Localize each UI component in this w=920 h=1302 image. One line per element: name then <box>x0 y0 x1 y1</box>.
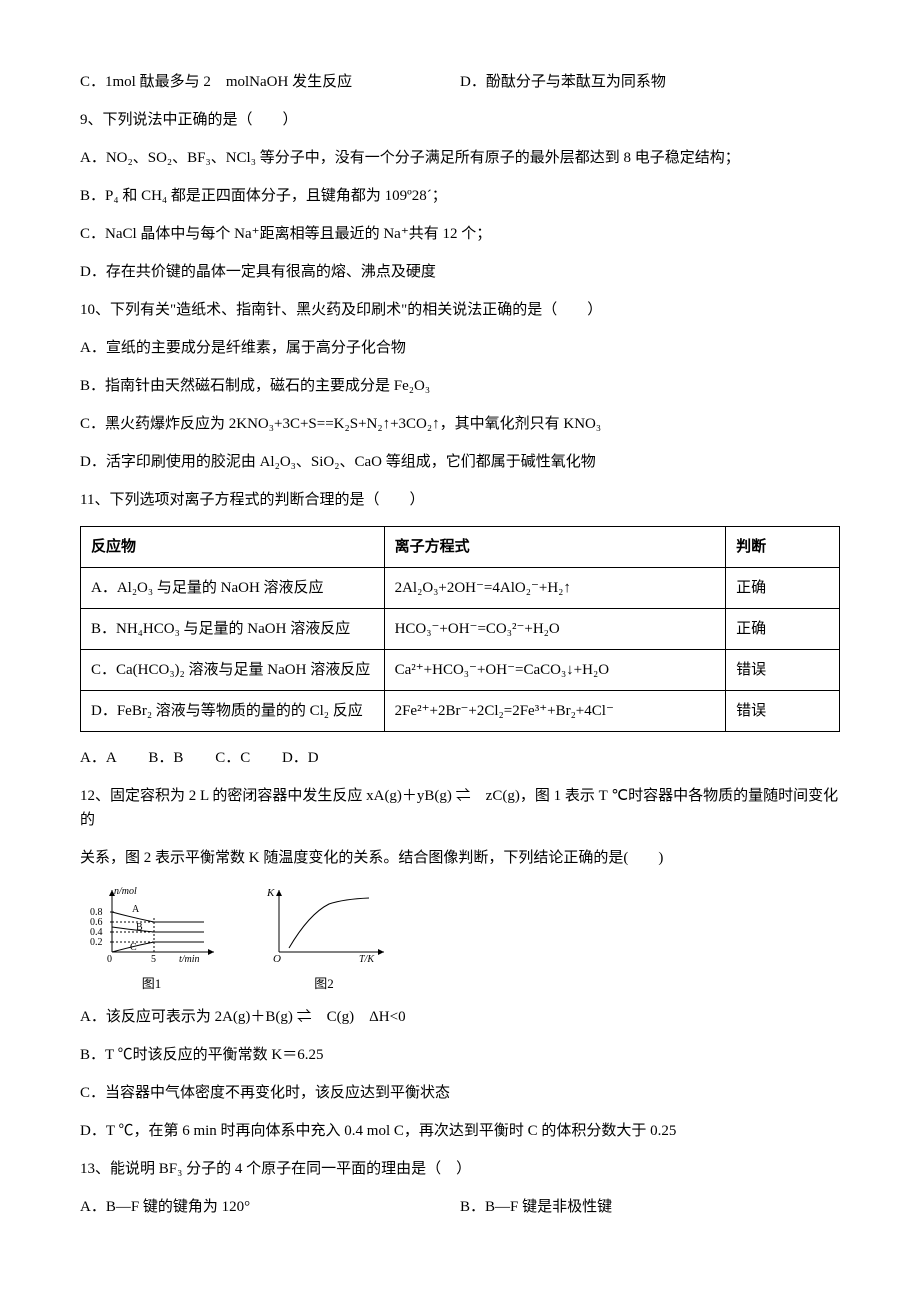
q11-row-d: D．FeBr₂ 溶液与等物质的量的的 Cl₂ 反应 2Fe²⁺+2Br⁻+2Cl… <box>81 691 840 732</box>
q11-abcd-opts: A．A B．B C．C D．D <box>80 746 840 770</box>
g1-xlabel: t/min <box>179 954 200 964</box>
q13-opts-ab: A．B—F 键的键角为 120° B．B—F 键是非极性键 <box>80 1195 840 1219</box>
q11-d-0: D．FeBr₂ 溶液与等物质的量的的 Cl₂ 反应 <box>81 691 385 732</box>
q10-opt-d: D．活字印刷使用的胶泥由 Al₂O₃、SiO₂、CaO 等组成，它们都属于碱性氧… <box>80 450 840 474</box>
q9-opt-b: B．P₄ 和 CH₄ 都是正四面体分子，且键角都为 109º28´； <box>80 184 840 208</box>
q12-stem-2: 关系，图 2 表示平衡常数 K 随温度变化的关系。结合图像判断，下列结论正确的是… <box>80 846 840 870</box>
g1-yt-04: 0.4 <box>90 927 103 938</box>
g1-caption: 图1 <box>84 974 219 995</box>
g1-yt-08: 0.8 <box>90 907 103 918</box>
q11-opt-a: A．A <box>80 746 117 770</box>
q9-opt-d: D．存在共价键的晶体一定具有很高的熔、沸点及硬度 <box>80 260 840 284</box>
g2-ylabel: K <box>266 887 275 899</box>
q12-opt-d: D．T ℃，在第 6 min 时再向体系中充入 0.4 mol C，再次达到平衡… <box>80 1119 840 1143</box>
q11-d-2: 错误 <box>726 691 840 732</box>
q12-opt-a: A．该反应可表示为 2A(g)＋B(g) ⇌ C(g) ΔH<0 <box>80 1005 840 1029</box>
q9-stem: 9、下列说法中正确的是（ ） <box>80 108 840 132</box>
q11-h1: 反应物 <box>81 527 385 568</box>
q11-row-a: A．Al₂O₃ 与足量的 NaOH 溶液反应 2Al₂O₃+2OH⁻=4AlO₂… <box>81 568 840 609</box>
q13-opt-a: A．B—F 键的键角为 120° <box>80 1195 460 1219</box>
q9-opt-a: A．NO₂、SO₂、BF₃、NCl₃ 等分子中，没有一个分子满足所有原子的最外层… <box>80 146 840 170</box>
q11-a-2: 正确 <box>726 568 840 609</box>
q11-header-row: 反应物 离子方程式 判断 <box>81 527 840 568</box>
q12-opt-c: C．当容器中气体密度不再变化时，该反应达到平衡状态 <box>80 1081 840 1105</box>
q8-opt-c: C．1mol 酞最多与 2 molNaOH 发生反应 <box>80 70 460 94</box>
g2-origin: O <box>273 953 281 964</box>
q10-opt-a: A．宣纸的主要成分是纤维素，属于高分子化合物 <box>80 336 840 360</box>
q12-graph1-wrap: A B C 0.2 0.4 0.6 0.8 5 0 t/min n/mol 图1 <box>84 884 219 995</box>
q11-a-0: A．Al₂O₃ 与足量的 NaOH 溶液反应 <box>81 568 385 609</box>
q11-c-0: C．Ca(HCO₃)₂ 溶液与足量 NaOH 溶液反应 <box>81 650 385 691</box>
q11-opt-d: D．D <box>282 746 319 770</box>
g1-label-b: B <box>136 922 143 933</box>
q12-graph2-wrap: O T/K K 图2 <box>259 884 389 995</box>
q8-opt-d: D．酚酞分子与苯酞互为同系物 <box>460 70 666 94</box>
g1-yt-06: 0.6 <box>90 917 103 928</box>
q11-stem: 11、下列选项对离子方程式的判断合理的是（ ） <box>80 488 840 512</box>
q11-opt-c: C．C <box>215 746 250 770</box>
q11-opt-b: B．B <box>148 746 183 770</box>
q11-b-0: B．NH₄HCO₃ 与足量的 NaOH 溶液反应 <box>81 609 385 650</box>
g1-label-c: C <box>130 942 137 953</box>
g1-origin: 0 <box>107 954 112 964</box>
g1-yt-02: 0.2 <box>90 937 103 948</box>
q12-stem-1: 12、固定容积为 2 L 的密闭容器中发生反应 xA(g)＋yB(g) ⇌ zC… <box>80 784 840 832</box>
q13-stem: 13、能说明 BF₃ 分子的 4 个原子在同一平面的理由是（ ） <box>80 1157 840 1181</box>
q12-opt-b: B．T ℃时该反应的平衡常数 K＝6.25 <box>80 1043 840 1067</box>
q11-row-c: C．Ca(HCO₃)₂ 溶液与足量 NaOH 溶液反应 Ca²⁺+HCO₃⁻+O… <box>81 650 840 691</box>
q11-c-1: Ca²⁺+HCO₃⁻+OH⁻=CaCO₃↓+H₂O <box>384 650 726 691</box>
g2-caption: 图2 <box>259 974 389 995</box>
q9-opt-c: C．NaCl 晶体中与每个 Na⁺距离相等且最近的 Na⁺共有 12 个； <box>80 222 840 246</box>
q13-opt-b: B．B—F 键是非极性键 <box>460 1195 612 1219</box>
q12-graph2-svg: O T/K K <box>259 884 389 964</box>
q10-stem: 10、下列有关"造纸术、指南针、黑火药及印刷术"的相关说法正确的是（ ） <box>80 298 840 322</box>
q11-row-b: B．NH₄HCO₃ 与足量的 NaOH 溶液反应 HCO₃⁻+OH⁻=CO₃²⁻… <box>81 609 840 650</box>
q11-table: 反应物 离子方程式 判断 A．Al₂O₃ 与足量的 NaOH 溶液反应 2Al₂… <box>80 526 840 732</box>
q11-h3: 判断 <box>726 527 840 568</box>
g1-xmark: 5 <box>151 954 156 964</box>
q11-b-2: 正确 <box>726 609 840 650</box>
g1-label-a: A <box>132 904 140 915</box>
q10-opt-b: B．指南针由天然磁石制成，磁石的主要成分是 Fe₂O₃ <box>80 374 840 398</box>
q8-options-cd: C．1mol 酞最多与 2 molNaOH 发生反应 D．酚酞分子与苯酞互为同系… <box>80 70 840 94</box>
q11-h2: 离子方程式 <box>384 527 726 568</box>
g1-ylabel: n/mol <box>114 886 137 897</box>
q12-graph1-svg: A B C 0.2 0.4 0.6 0.8 5 0 t/min n/mol <box>84 884 219 964</box>
q11-d-1: 2Fe²⁺+2Br⁻+2Cl₂=2Fe³⁺+Br₂+4Cl⁻ <box>384 691 726 732</box>
q10-opt-c: C．黑火药爆炸反应为 2KNO₃+3C+S==K₂S+N₂↑+3CO₂↑，其中氧… <box>80 412 840 436</box>
q11-c-2: 错误 <box>726 650 840 691</box>
g2-xlabel: T/K <box>359 954 375 964</box>
q11-b-1: HCO₃⁻+OH⁻=CO₃²⁻+H₂O <box>384 609 726 650</box>
q12-graphs: A B C 0.2 0.4 0.6 0.8 5 0 t/min n/mol 图1… <box>84 884 840 995</box>
q11-a-1: 2Al₂O₃+2OH⁻=4AlO₂⁻+H₂↑ <box>384 568 726 609</box>
